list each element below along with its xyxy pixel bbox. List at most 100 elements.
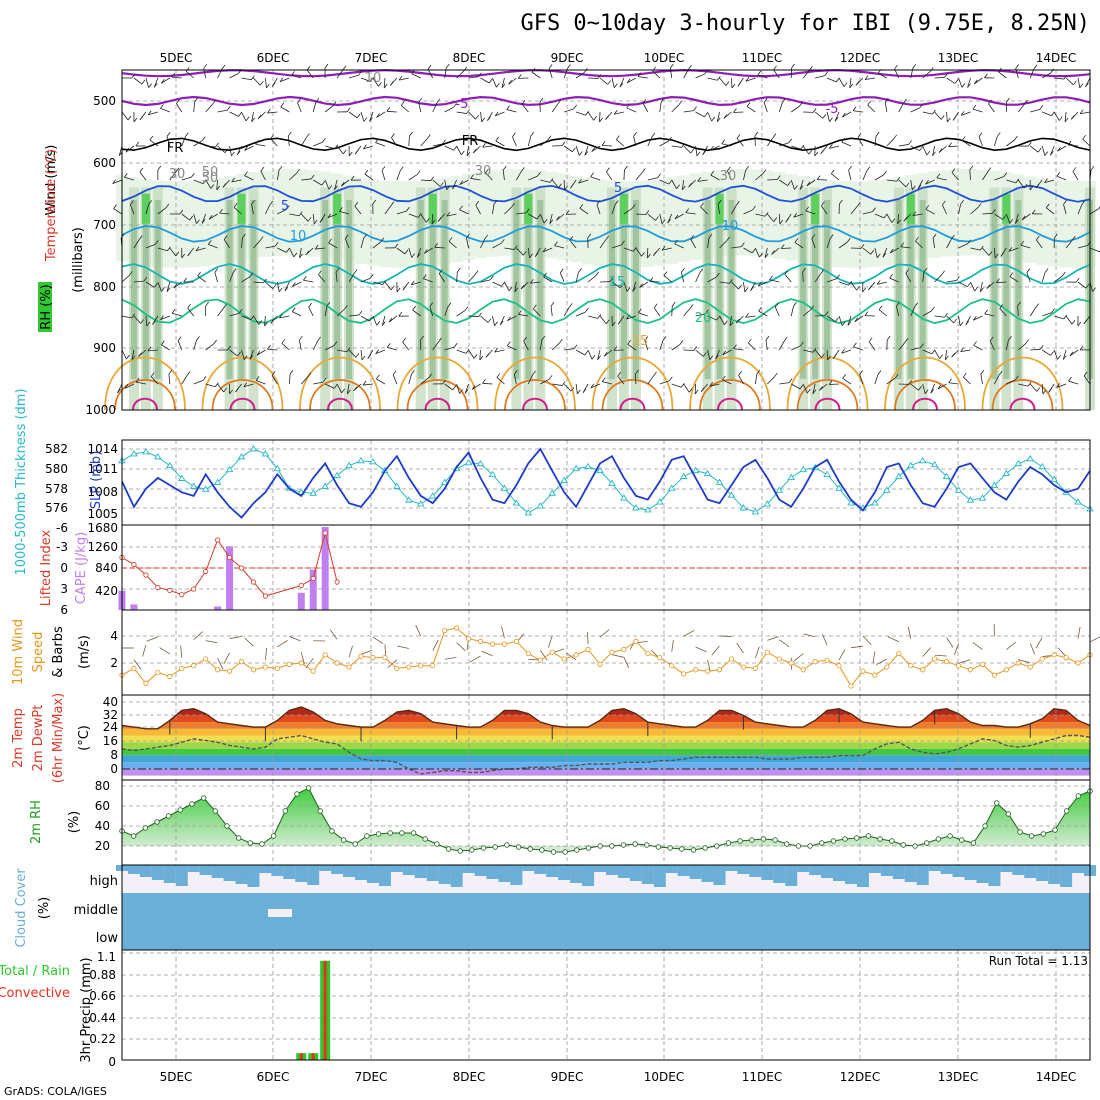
wind-speed-point xyxy=(573,652,579,658)
wind-barb xyxy=(241,276,251,283)
wind-barb xyxy=(549,213,553,224)
wind-barb xyxy=(745,166,750,171)
wind-barb xyxy=(121,315,132,319)
contour-label: 30 xyxy=(169,167,186,182)
rh-point xyxy=(224,823,230,829)
wind-barb xyxy=(563,307,570,317)
wind-axis-label-3: & Barbs xyxy=(51,626,66,678)
wind-barb xyxy=(980,369,985,375)
wind-barb xyxy=(219,208,223,214)
wind-barb xyxy=(456,383,460,394)
thickness-point xyxy=(596,466,604,474)
wind-barb xyxy=(816,175,821,180)
wind-barb xyxy=(181,375,188,385)
wind-barb xyxy=(704,69,709,75)
wind-speed-point xyxy=(800,667,806,673)
wind-speed-point xyxy=(274,665,280,672)
wind-barb xyxy=(731,246,742,249)
wind-barb xyxy=(431,213,434,225)
wind-barb xyxy=(257,114,262,120)
wind-barb xyxy=(944,312,948,318)
cloud-high-bar xyxy=(1036,865,1049,881)
wind-barb xyxy=(466,233,470,239)
wind-barb xyxy=(317,336,321,342)
wind-barb xyxy=(376,374,380,380)
wind-barb xyxy=(150,372,155,377)
temp-bands xyxy=(122,707,1090,776)
wind-barb xyxy=(733,108,737,113)
wind-barb xyxy=(381,170,386,181)
wind-barb xyxy=(427,68,434,79)
lifted-index-point xyxy=(322,530,328,536)
wind-barb xyxy=(223,652,230,664)
wind-barb xyxy=(271,371,276,376)
wind-barb xyxy=(578,151,583,156)
rh-point xyxy=(235,835,242,841)
wind-barb xyxy=(614,111,625,115)
wind-barb xyxy=(166,136,171,147)
xtick-label: 9DEC xyxy=(551,1070,584,1084)
wind-barb xyxy=(587,233,592,239)
wind-barb xyxy=(661,247,672,251)
rh-shade xyxy=(665,177,678,264)
xtick-label: 14DEC xyxy=(1036,1070,1076,1084)
cape-bar xyxy=(297,592,305,610)
wind-barb xyxy=(255,140,259,145)
wind-barb xyxy=(265,281,274,289)
wind-barb xyxy=(267,108,271,114)
wind-speed-point xyxy=(979,661,986,667)
wind-barb xyxy=(389,81,394,86)
wind-barb xyxy=(495,140,505,147)
wind-barb xyxy=(655,216,659,221)
wind-barb xyxy=(296,168,300,174)
wind-barb xyxy=(826,349,829,361)
wind-barb xyxy=(468,315,479,318)
rh-shade xyxy=(141,193,150,224)
wind-barb xyxy=(223,303,227,309)
wind-barb xyxy=(700,387,705,392)
wind-barb xyxy=(641,252,645,257)
wind-barb xyxy=(886,213,893,223)
wind-barb xyxy=(181,253,186,259)
wind-barb xyxy=(181,213,190,221)
wind-barb xyxy=(487,318,492,323)
wind-barb xyxy=(960,349,971,352)
xtick-label: 7DEC xyxy=(355,51,388,65)
wind-barb xyxy=(631,204,636,209)
wind-barb xyxy=(670,63,674,69)
wind-barb xyxy=(799,384,804,390)
wind-barb xyxy=(805,210,816,215)
wind-barb xyxy=(1041,72,1051,79)
wind-barb xyxy=(408,213,419,218)
wind-barb xyxy=(430,176,435,181)
wind-barb xyxy=(1077,204,1083,215)
wind-barb xyxy=(362,383,374,386)
xtick-label: 10DEC xyxy=(644,1070,684,1084)
wind-barb xyxy=(784,274,792,283)
wind-barb xyxy=(346,347,351,352)
wind-barb xyxy=(408,174,418,181)
wind-barb xyxy=(223,239,230,249)
wind-barb xyxy=(702,352,707,357)
wind-speed-point xyxy=(716,667,723,673)
rh-shade xyxy=(812,199,819,380)
convective-bar xyxy=(311,1053,315,1060)
wind-barb xyxy=(196,219,200,224)
wind-barb xyxy=(578,268,582,273)
wind-barb xyxy=(521,99,526,105)
wind-barb xyxy=(470,174,474,179)
wind-barb xyxy=(859,370,864,375)
wind-speed-point xyxy=(143,680,149,686)
wind-barb xyxy=(973,315,977,321)
contour-label: 10 xyxy=(365,71,382,86)
wind-barb xyxy=(459,209,469,215)
isotherm-35 xyxy=(132,397,158,411)
wind-barb xyxy=(521,103,529,113)
rh-point xyxy=(247,840,253,846)
wind-barb xyxy=(481,650,493,657)
wind-barb xyxy=(301,178,312,181)
wind-barb xyxy=(481,117,486,123)
xtick-label: 7DEC xyxy=(355,1070,388,1084)
wind-barb xyxy=(793,653,804,662)
wind-barb xyxy=(946,315,955,324)
